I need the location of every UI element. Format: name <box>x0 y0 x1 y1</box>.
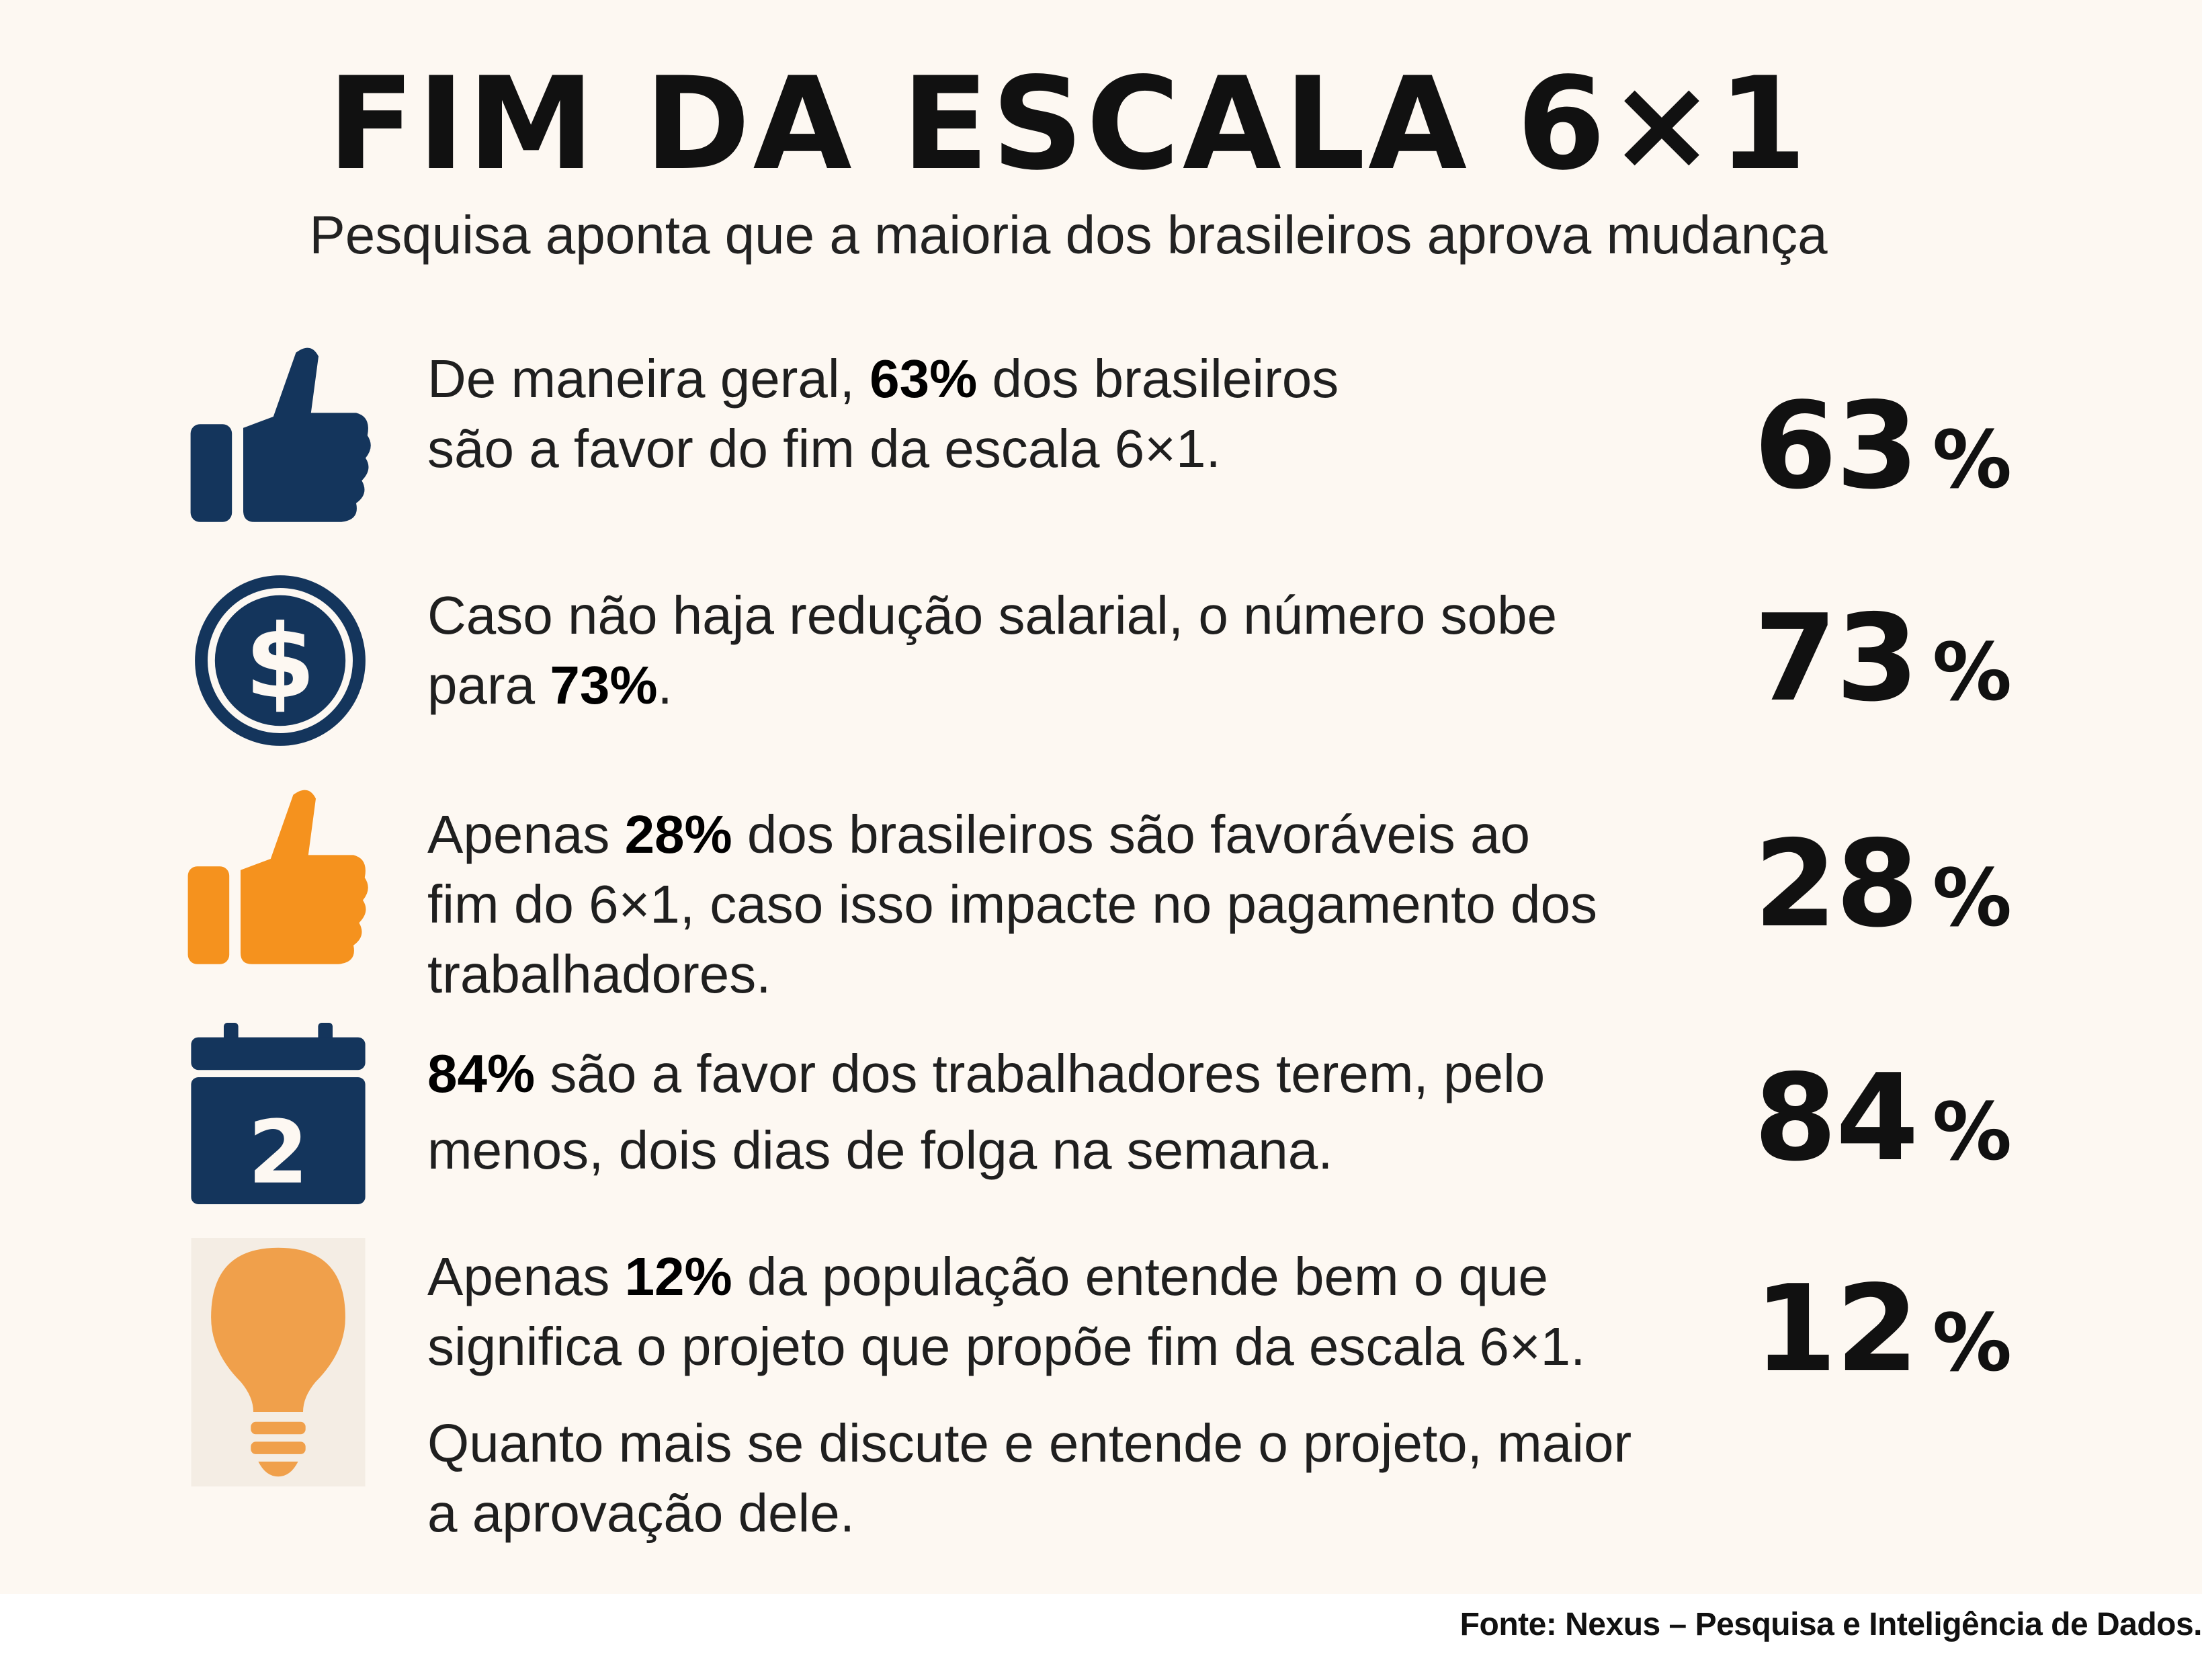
item-3-stat: 28% <box>1754 814 2012 954</box>
svg-text:$: $ <box>245 603 315 721</box>
item-5-highlight: 12% <box>624 1247 732 1306</box>
thumbs-up-orange-icon <box>184 784 372 975</box>
item-2-stat: 73% <box>1754 589 2012 728</box>
item-2-text: Caso não haja redução salarial, o número… <box>427 585 1558 715</box>
item-1-text: De maneira geral, 63% dos brasileiros sã… <box>427 349 1339 478</box>
item-1-stat: 63% <box>1754 376 2012 515</box>
page-subtitle: Pesquisa aponta que a maioria dos brasil… <box>309 205 1828 265</box>
item-1-highlight: 63% <box>870 349 978 409</box>
item-3-text: Apenas 28% dos brasileiros são favorávei… <box>427 804 1598 1004</box>
light-bulb-icon <box>191 1238 366 1490</box>
item-5-stat: 12% <box>1754 1259 2012 1398</box>
calendar-icon: 2 <box>191 1023 366 1208</box>
svg-text:2: 2 <box>248 1102 308 1204</box>
thumbs-up-icon <box>187 341 375 533</box>
page-title: FIM DA ESCALA 6×1 <box>327 50 1810 198</box>
item-4-stat: 84% <box>1754 1048 2012 1187</box>
item-5-text: Apenas 12% da população entende bem o qu… <box>427 1247 1632 1543</box>
infographic-panel: FIM DA ESCALA 6×1 Pesquisa aponta que a … <box>0 0 2202 1594</box>
item-4-highlight: 84% <box>427 1044 536 1103</box>
item-2-highlight: 73% <box>550 655 658 715</box>
source-credit: Fonte: Nexus – Pesquisa e Inteligência d… <box>1459 1607 2202 1642</box>
item-4-text: 84% são a favor dos trabalhadores terem,… <box>427 1044 1545 1180</box>
dollar-coin-icon: $ <box>189 570 371 755</box>
item-3-highlight: 28% <box>624 804 732 864</box>
